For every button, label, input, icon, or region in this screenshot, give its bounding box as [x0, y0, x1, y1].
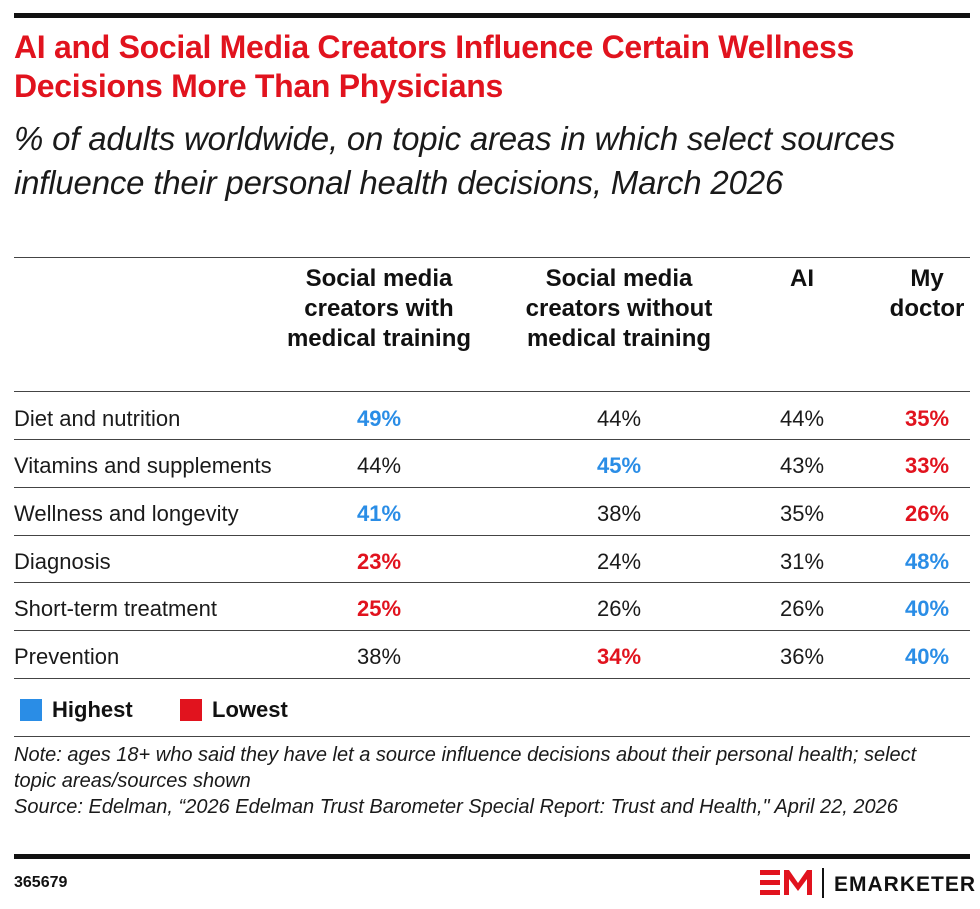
row-label: Diagnosis [14, 549, 111, 574]
table-cell-lowest: 26% [904, 501, 950, 526]
table-cell-lowest: 33% [904, 453, 950, 478]
row-label: Wellness and longevity [14, 501, 239, 526]
table-cell-highest: 40% [904, 596, 950, 621]
table-cell-highest: 48% [904, 549, 950, 574]
top-rule [14, 13, 970, 18]
note-top-rule [14, 736, 970, 737]
brand-logo: EMARKETER [760, 866, 975, 900]
chart-id: 365679 [14, 874, 68, 891]
emarketer-logo-icon [760, 870, 812, 895]
table-cell: 44% [779, 406, 825, 431]
chart-subtitle: % of adults worldwide, on topic areas in… [14, 120, 896, 201]
table-cell-lowest: 35% [904, 406, 950, 431]
table-cell: 24% [596, 549, 642, 574]
row-rule [14, 630, 970, 631]
brand-wordmark: EMARKETER [834, 873, 977, 896]
chart-title: AI and Social Media Creators Influence C… [14, 29, 855, 104]
column-header-bottom-rule [14, 391, 970, 392]
column-header-creators-with-training: Social media creators with medical train… [286, 265, 472, 352]
table-cell: 26% [596, 596, 642, 621]
table-cell-highest: 45% [596, 453, 642, 478]
table-cell: 43% [779, 453, 825, 478]
table-cell: 44% [596, 406, 642, 431]
table-cell: 38% [596, 501, 642, 526]
row-label: Short-term treatment [14, 596, 217, 621]
table-cell: 31% [779, 549, 825, 574]
legend-swatch-highest [20, 699, 42, 721]
note-text: Note: ages 18+ who said they have let a … [14, 744, 917, 792]
legend-swatch-lowest [180, 699, 202, 721]
column-header-ai: AI [790, 265, 814, 292]
table-cell-highest: 40% [904, 644, 950, 669]
row-rule [14, 582, 970, 583]
brand-separator [822, 868, 824, 898]
column-header-my-doctor: My doctor [889, 265, 965, 322]
row-label: Diet and nutrition [14, 406, 181, 431]
bottom-rule [14, 854, 970, 859]
table-cell: 36% [779, 644, 825, 669]
table-cell-lowest: 25% [356, 596, 402, 621]
source-text: Source: Edelman, “2026 Edelman Trust Bar… [14, 796, 898, 818]
row-rule [14, 535, 970, 536]
table-cell: 26% [779, 596, 825, 621]
header-rule [14, 257, 970, 258]
column-header-creators-without-training: Social media creators without medical tr… [525, 265, 713, 352]
table-cell: 44% [356, 453, 402, 478]
row-rule [14, 678, 970, 679]
note-block: Note: ages 18+ who said they have let a … [14, 742, 964, 820]
legend-label-lowest: Lowest [212, 697, 288, 722]
table-cell: 38% [356, 644, 402, 669]
row-label: Prevention [14, 644, 120, 669]
row-rule [14, 439, 970, 440]
table-cell-highest: 41% [356, 501, 402, 526]
table-cell-highest: 49% [356, 406, 402, 431]
table-cell: 35% [779, 501, 825, 526]
table-cell-lowest: 34% [596, 644, 642, 669]
legend-label-highest: Highest [52, 697, 133, 722]
row-label: Vitamins and supplements [14, 453, 272, 478]
table-cell-lowest: 23% [356, 549, 402, 574]
row-rule [14, 487, 970, 488]
